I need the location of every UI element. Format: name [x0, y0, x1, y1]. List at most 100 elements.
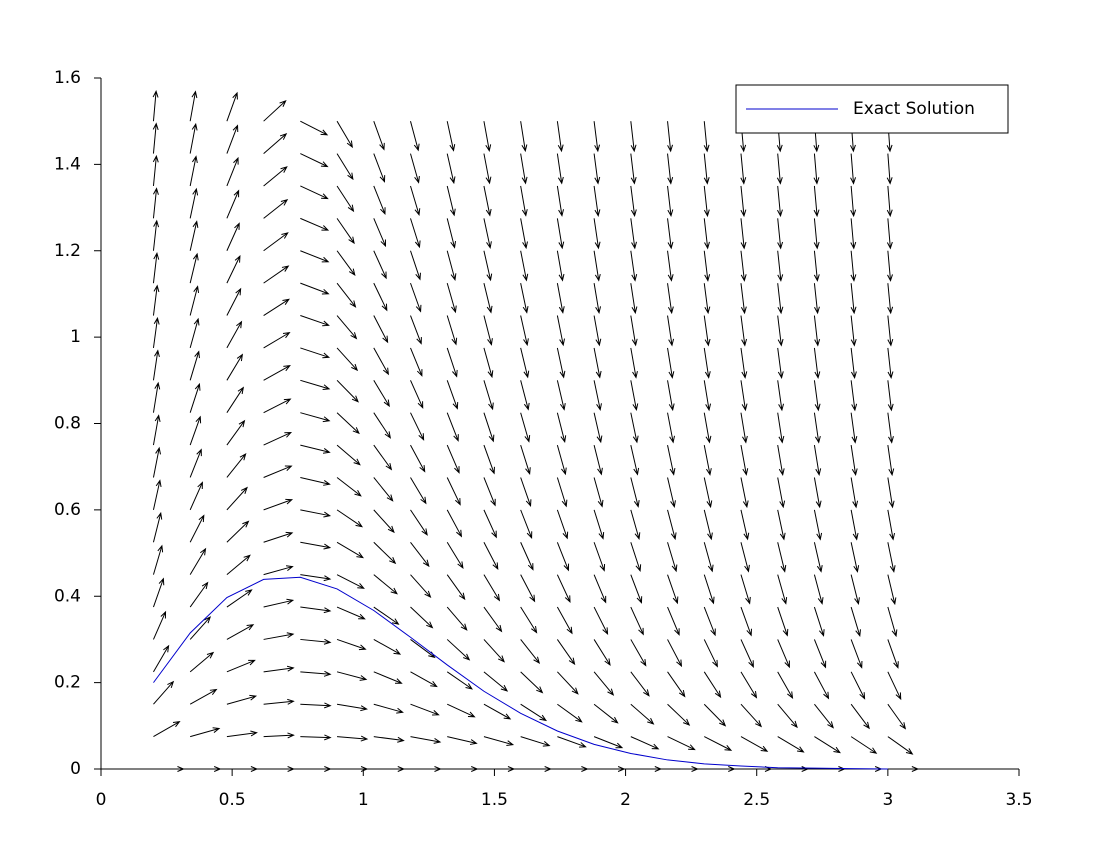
- field-arrow: [850, 283, 857, 315]
- field-arrow: [703, 477, 713, 509]
- field-arrow: [740, 347, 748, 379]
- field-arrow: [336, 218, 355, 245]
- field-arrow: [263, 365, 291, 381]
- field-arrow: [593, 736, 624, 749]
- field-arrow: [410, 444, 426, 473]
- field-arrow: [630, 250, 638, 282]
- field-arrow: [226, 386, 245, 413]
- field-arrow: [373, 477, 394, 502]
- field-arrow: [667, 606, 680, 636]
- field-arrow: [630, 509, 641, 540]
- field-arrow: [630, 283, 638, 315]
- field-arrow: [630, 606, 644, 636]
- field-arrow: [263, 166, 288, 187]
- field-arrow: [336, 509, 363, 528]
- field-arrow: [373, 250, 387, 280]
- y-tick-label: 1: [70, 327, 81, 347]
- field-arrow: [886, 185, 893, 218]
- field-arrow: [189, 688, 218, 705]
- field-arrow: [263, 732, 295, 739]
- field-arrow: [704, 766, 736, 772]
- field-arrow: [740, 380, 748, 412]
- field-arrow: [336, 185, 355, 213]
- field-arrow: [630, 736, 660, 750]
- field-arrow: [226, 419, 246, 446]
- field-arrow: [300, 315, 330, 327]
- field-arrow: [593, 671, 615, 696]
- field-arrow: [667, 347, 675, 379]
- x-tick-label: 1.5: [481, 790, 508, 810]
- field-arrow: [667, 639, 683, 668]
- field-arrow: [703, 347, 711, 379]
- field-arrow: [446, 347, 458, 378]
- field-arrow: [593, 412, 603, 444]
- field-arrow: [153, 644, 170, 673]
- field-arrow: [556, 283, 565, 314]
- field-arrow: [446, 121, 456, 152]
- field-arrow: [777, 218, 784, 250]
- field-arrow: [777, 283, 784, 315]
- field-arrow: [886, 218, 893, 250]
- field-arrow: [189, 448, 202, 478]
- field-arrow: [336, 541, 364, 559]
- field-arrow: [483, 542, 499, 571]
- field-arrow: [593, 218, 601, 250]
- x-tick-label: 2.5: [743, 790, 770, 810]
- field-arrow: [410, 121, 420, 152]
- field-arrow: [410, 574, 432, 599]
- field-arrow: [410, 477, 427, 505]
- field-arrow: [740, 736, 769, 752]
- field-arrow: [556, 574, 571, 604]
- field-arrow: [263, 665, 295, 673]
- field-arrow: [446, 542, 464, 569]
- field-arrow: [850, 671, 866, 700]
- field-arrow: [813, 315, 821, 347]
- field-arrow: [850, 445, 858, 477]
- field-arrow: [373, 121, 385, 151]
- field-arrow: [887, 639, 899, 669]
- field-arrow: [263, 698, 295, 705]
- field-arrow: [777, 380, 785, 412]
- field-arrow: [446, 218, 457, 249]
- field-arrow: [447, 703, 476, 718]
- field-arrow: [703, 153, 710, 185]
- field-arrow: [226, 222, 240, 251]
- field-arrow: [777, 185, 783, 218]
- field-arrow: [300, 217, 330, 231]
- field-arrow: [300, 509, 332, 518]
- field-arrow: [152, 479, 162, 510]
- field-arrow: [446, 639, 471, 661]
- field-arrow: [556, 639, 576, 666]
- field-arrow: [593, 703, 619, 724]
- field-arrow: [410, 766, 442, 772]
- field-arrow: [777, 606, 789, 637]
- field-arrow: [483, 671, 509, 692]
- field-arrow: [189, 220, 199, 251]
- y-tick-label: 1.2: [54, 241, 81, 261]
- field-arrow: [520, 639, 541, 665]
- field-arrow: [446, 153, 456, 185]
- field-arrow: [336, 347, 359, 372]
- field-arrow: [593, 444, 603, 476]
- field-arrow: [630, 639, 647, 667]
- field-arrow: [556, 509, 569, 540]
- field-arrow: [556, 121, 564, 153]
- field-arrow: [777, 574, 788, 605]
- field-arrow: [814, 703, 834, 729]
- field-arrow: [410, 509, 428, 536]
- field-arrow: [483, 639, 505, 663]
- field-arrow: [777, 736, 805, 753]
- field-arrow: [410, 347, 423, 377]
- field-arrow: [263, 132, 288, 154]
- field-arrow: [226, 624, 255, 640]
- solution-line: [153, 576, 888, 770]
- field-arrow: [630, 671, 650, 697]
- field-arrow: [887, 542, 896, 573]
- field-arrow: [630, 121, 637, 153]
- field-arrow: [813, 153, 820, 185]
- field-arrow: [263, 766, 295, 772]
- field-arrow: [593, 380, 602, 411]
- field-arrow: [703, 703, 727, 727]
- field-arrow: [520, 542, 534, 571]
- field-arrow: [337, 766, 369, 772]
